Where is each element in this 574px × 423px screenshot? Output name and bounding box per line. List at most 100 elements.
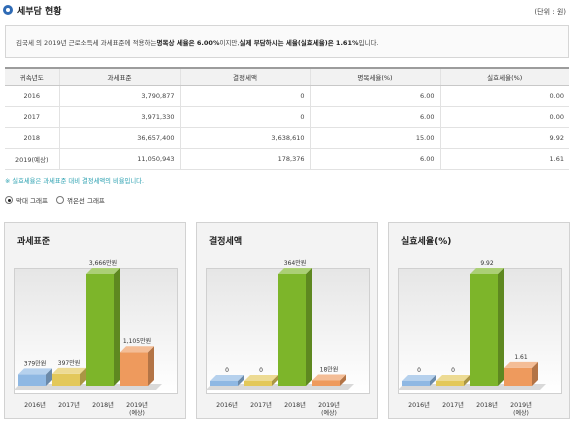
bar-side	[272, 375, 278, 386]
tax-base-chart: 379만원 2016년 397만원 2017년 3,666만원 2018년 1,105만원 2…	[14, 259, 162, 417]
cell-year: 2018	[5, 127, 59, 149]
bar-value-label: 0	[259, 367, 263, 374]
bar-top	[470, 268, 504, 274]
determined-tax-chart: 0 2016년 0 2017년 364만원 2018년 18만원 2019년(예상)	[206, 259, 354, 417]
cell-nominal-rate: 6.00	[309, 106, 440, 128]
chart-panel-effective-rate: 실효세율(%) 0 2016년 0 2017년 9.92 2018년 1.61 2019년 (예…	[388, 222, 570, 419]
cell-determined-tax: 0	[179, 106, 310, 128]
cell-effective-rate: 9.92	[439, 127, 569, 149]
cell-nominal-rate: 6.00	[309, 85, 440, 107]
bar-top	[52, 367, 86, 374]
bar-side	[498, 268, 504, 386]
table-row: 2016 3,790,877 0 6.00 0.00	[5, 85, 569, 107]
note-suffix: 입니다.	[358, 38, 379, 47]
bar-front	[312, 380, 340, 386]
bar-side	[430, 375, 436, 386]
bar-side	[464, 375, 470, 386]
bar-top	[312, 374, 346, 381]
table-header-row: 귀속년도 과세표준 결정세액 명목세율(%) 실효세율(%)	[5, 67, 569, 86]
col-header-tax-base: 과세표준	[58, 67, 180, 86]
bar-front	[210, 381, 238, 386]
x-tick-label: 2016년	[24, 400, 46, 409]
cell-effective-rate: 1.61	[439, 148, 569, 170]
x-tick-label: 2017년	[58, 400, 80, 409]
bar-front	[278, 274, 306, 386]
bar-2018년: 3,666만원	[86, 259, 120, 386]
note-nominal-rate: 명목상 세율은 6.00%	[156, 38, 220, 47]
footnote: ※ 실효세율은 과세표준 대비 결정세액의 비율입니다.	[5, 178, 144, 185]
bar-front	[52, 373, 80, 386]
bar-front	[504, 367, 532, 386]
bar-side	[532, 361, 538, 386]
chart-title: 과세표준	[17, 237, 51, 247]
bar-top	[18, 368, 52, 375]
cell-effective-rate: 0.00	[439, 106, 569, 128]
page-title: 세부담 현황	[17, 6, 62, 17]
col-header-nominal-rate: 명목세율(%)	[309, 67, 440, 86]
cell-determined-tax: 0	[179, 85, 310, 107]
bar-front	[86, 274, 114, 386]
bar-value-label: 364만원	[284, 259, 307, 267]
bar-front	[402, 381, 430, 386]
cell-nominal-rate: 6.00	[309, 148, 440, 170]
table-row: 2017 3,971,330 0 6.00 0.00	[5, 106, 569, 128]
col-header-determined-tax: 결정세액	[179, 67, 310, 86]
cell-nominal-rate: 15.00	[309, 127, 440, 149]
bar-2016년: 379만원	[18, 359, 52, 386]
bar-side	[306, 268, 312, 386]
cell-determined-tax: 3,638,610	[179, 127, 310, 149]
bar-value-label: 397만원	[58, 359, 81, 367]
cell-year: 2016	[5, 85, 59, 107]
note-prefix: 김국세 의 2019년 근로소득세 과세표준에 적용하는	[16, 38, 157, 47]
bar-side	[80, 367, 86, 386]
col-header-effective-rate: 실효세율(%)	[439, 67, 569, 86]
graph-type-selector: 막대 그래프 꺾은선 그래프	[5, 195, 113, 205]
x-tick-label: 2018년	[476, 400, 498, 409]
cell-determined-tax: 178,376	[179, 148, 310, 170]
bar-front	[436, 381, 464, 386]
table-row: 2018 36,657,400 3,638,610 15.00 9.92	[5, 127, 569, 149]
effective-rate-chart: 0 2016년 0 2017년 9.92 2018년 1.61 2019년(예상)	[398, 260, 546, 417]
cell-effective-rate: 0.00	[439, 85, 569, 107]
cell-tax-base: 11,050,943	[58, 148, 180, 170]
unit-label: (단위 : 원)	[534, 8, 566, 16]
line-graph-label[interactable]: 꺾은선 그래프	[66, 197, 105, 205]
x-tick-label: 2018년	[92, 400, 114, 409]
bar-2016년: 0	[210, 367, 244, 386]
bar-2018년: 364만원	[278, 259, 312, 386]
cell-tax-base: 3,971,330	[58, 106, 180, 128]
bar-front	[18, 374, 46, 386]
bar-graph-radio[interactable]	[5, 196, 13, 204]
bar-value-label: 0	[225, 367, 229, 374]
bar-top	[210, 375, 244, 381]
bar-value-label: 9.92	[480, 260, 494, 267]
x-tick-label: 2017년	[250, 400, 272, 409]
bar-value-label: 1,105만원	[123, 337, 151, 345]
bar-value-label: 3,666만원	[89, 259, 117, 267]
summary-note: 김국세 의 2019년 근로소득세 과세표준에 적용하는 명목상 세율은 6.0…	[5, 25, 569, 58]
table-row: 2019(예상) 11,050,943 178,376 6.00 1.61	[5, 148, 569, 170]
bar-2017년: 397만원	[52, 359, 86, 386]
note-effective-rate: 실제 부담하시는 세율(실효세율)은 1.61%	[239, 38, 359, 47]
bar-top	[86, 268, 120, 274]
bar-top	[244, 375, 278, 381]
x-tick-note: (예상)	[321, 409, 337, 417]
bar-value-label: 0	[451, 367, 455, 374]
bar-2018년: 9.92	[470, 260, 504, 386]
bar-side	[46, 368, 52, 386]
section-header: 세부담 현황	[3, 3, 62, 17]
bar-side	[114, 268, 120, 386]
cell-year: 2019(예상)	[5, 148, 59, 170]
x-tick-label: 2018년	[284, 400, 306, 409]
bar-graph-label[interactable]: 막대 그래프	[16, 197, 48, 205]
x-tick-label: 2017년	[442, 400, 464, 409]
bar-top	[278, 268, 312, 274]
x-tick-label: 2016년	[216, 400, 238, 409]
x-tick-label: 2019년	[318, 400, 340, 409]
x-tick-label: 2019년	[510, 400, 532, 409]
tax-table: 귀속년도 과세표준 결정세액 명목세율(%) 실효세율(%) 2016 3,79…	[5, 67, 569, 170]
bar-2019년: 1,105만원	[120, 337, 154, 386]
bar-side	[148, 346, 154, 386]
chart-title: 결정세액	[209, 237, 243, 247]
line-graph-radio[interactable]	[55, 196, 64, 204]
